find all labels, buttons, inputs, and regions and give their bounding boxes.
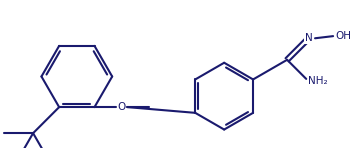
- Text: NH₂: NH₂: [308, 76, 328, 86]
- Text: O: O: [117, 102, 126, 112]
- Text: N: N: [305, 33, 313, 43]
- Text: OH: OH: [335, 31, 351, 41]
